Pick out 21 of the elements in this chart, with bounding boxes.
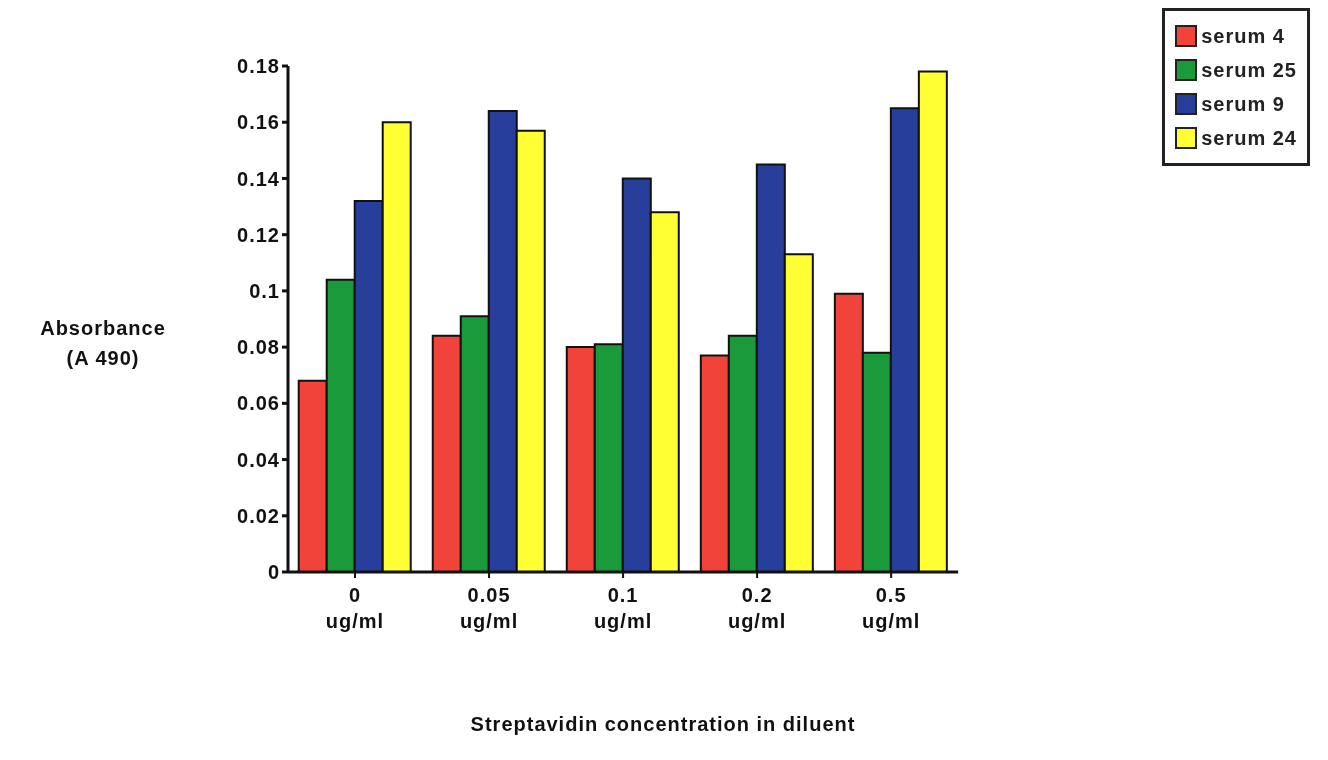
x-tick-label: 0.5 ug/ml (861, 584, 921, 632)
y-tick-label: 0.06 (237, 392, 280, 415)
x-tick-label: 0.05 ug/ml (459, 584, 519, 632)
legend-label: serum 24 (1201, 126, 1297, 150)
y-axis-title: Absorbance (A 490) (39, 316, 167, 371)
y-tick-label: 0.18 (237, 55, 280, 78)
y-tick-label: 0.08 (237, 336, 280, 359)
y-tick-label: 0.14 (237, 167, 280, 190)
y-tick-label: 0.12 (237, 223, 280, 246)
x-axis-title: Streptavidin concentration in diluent (469, 713, 857, 736)
y-tick-label: 0.04 (237, 448, 280, 471)
y-tick-label: 0.1 (249, 279, 280, 302)
y-tick-label: 0.16 (237, 111, 280, 134)
y-tick-label: 0.02 (237, 504, 280, 527)
legend-label: serum 25 (1201, 58, 1297, 82)
legend-label: serum 4 (1201, 24, 1285, 48)
x-tick-label: 0 ug/ml (325, 584, 385, 632)
x-tick-label: 0.1 ug/ml (593, 584, 653, 632)
legend-label: serum 9 (1201, 92, 1285, 116)
y-tick-label: 0 (267, 561, 280, 584)
x-tick-label: 0.2 ug/ml (727, 584, 787, 632)
